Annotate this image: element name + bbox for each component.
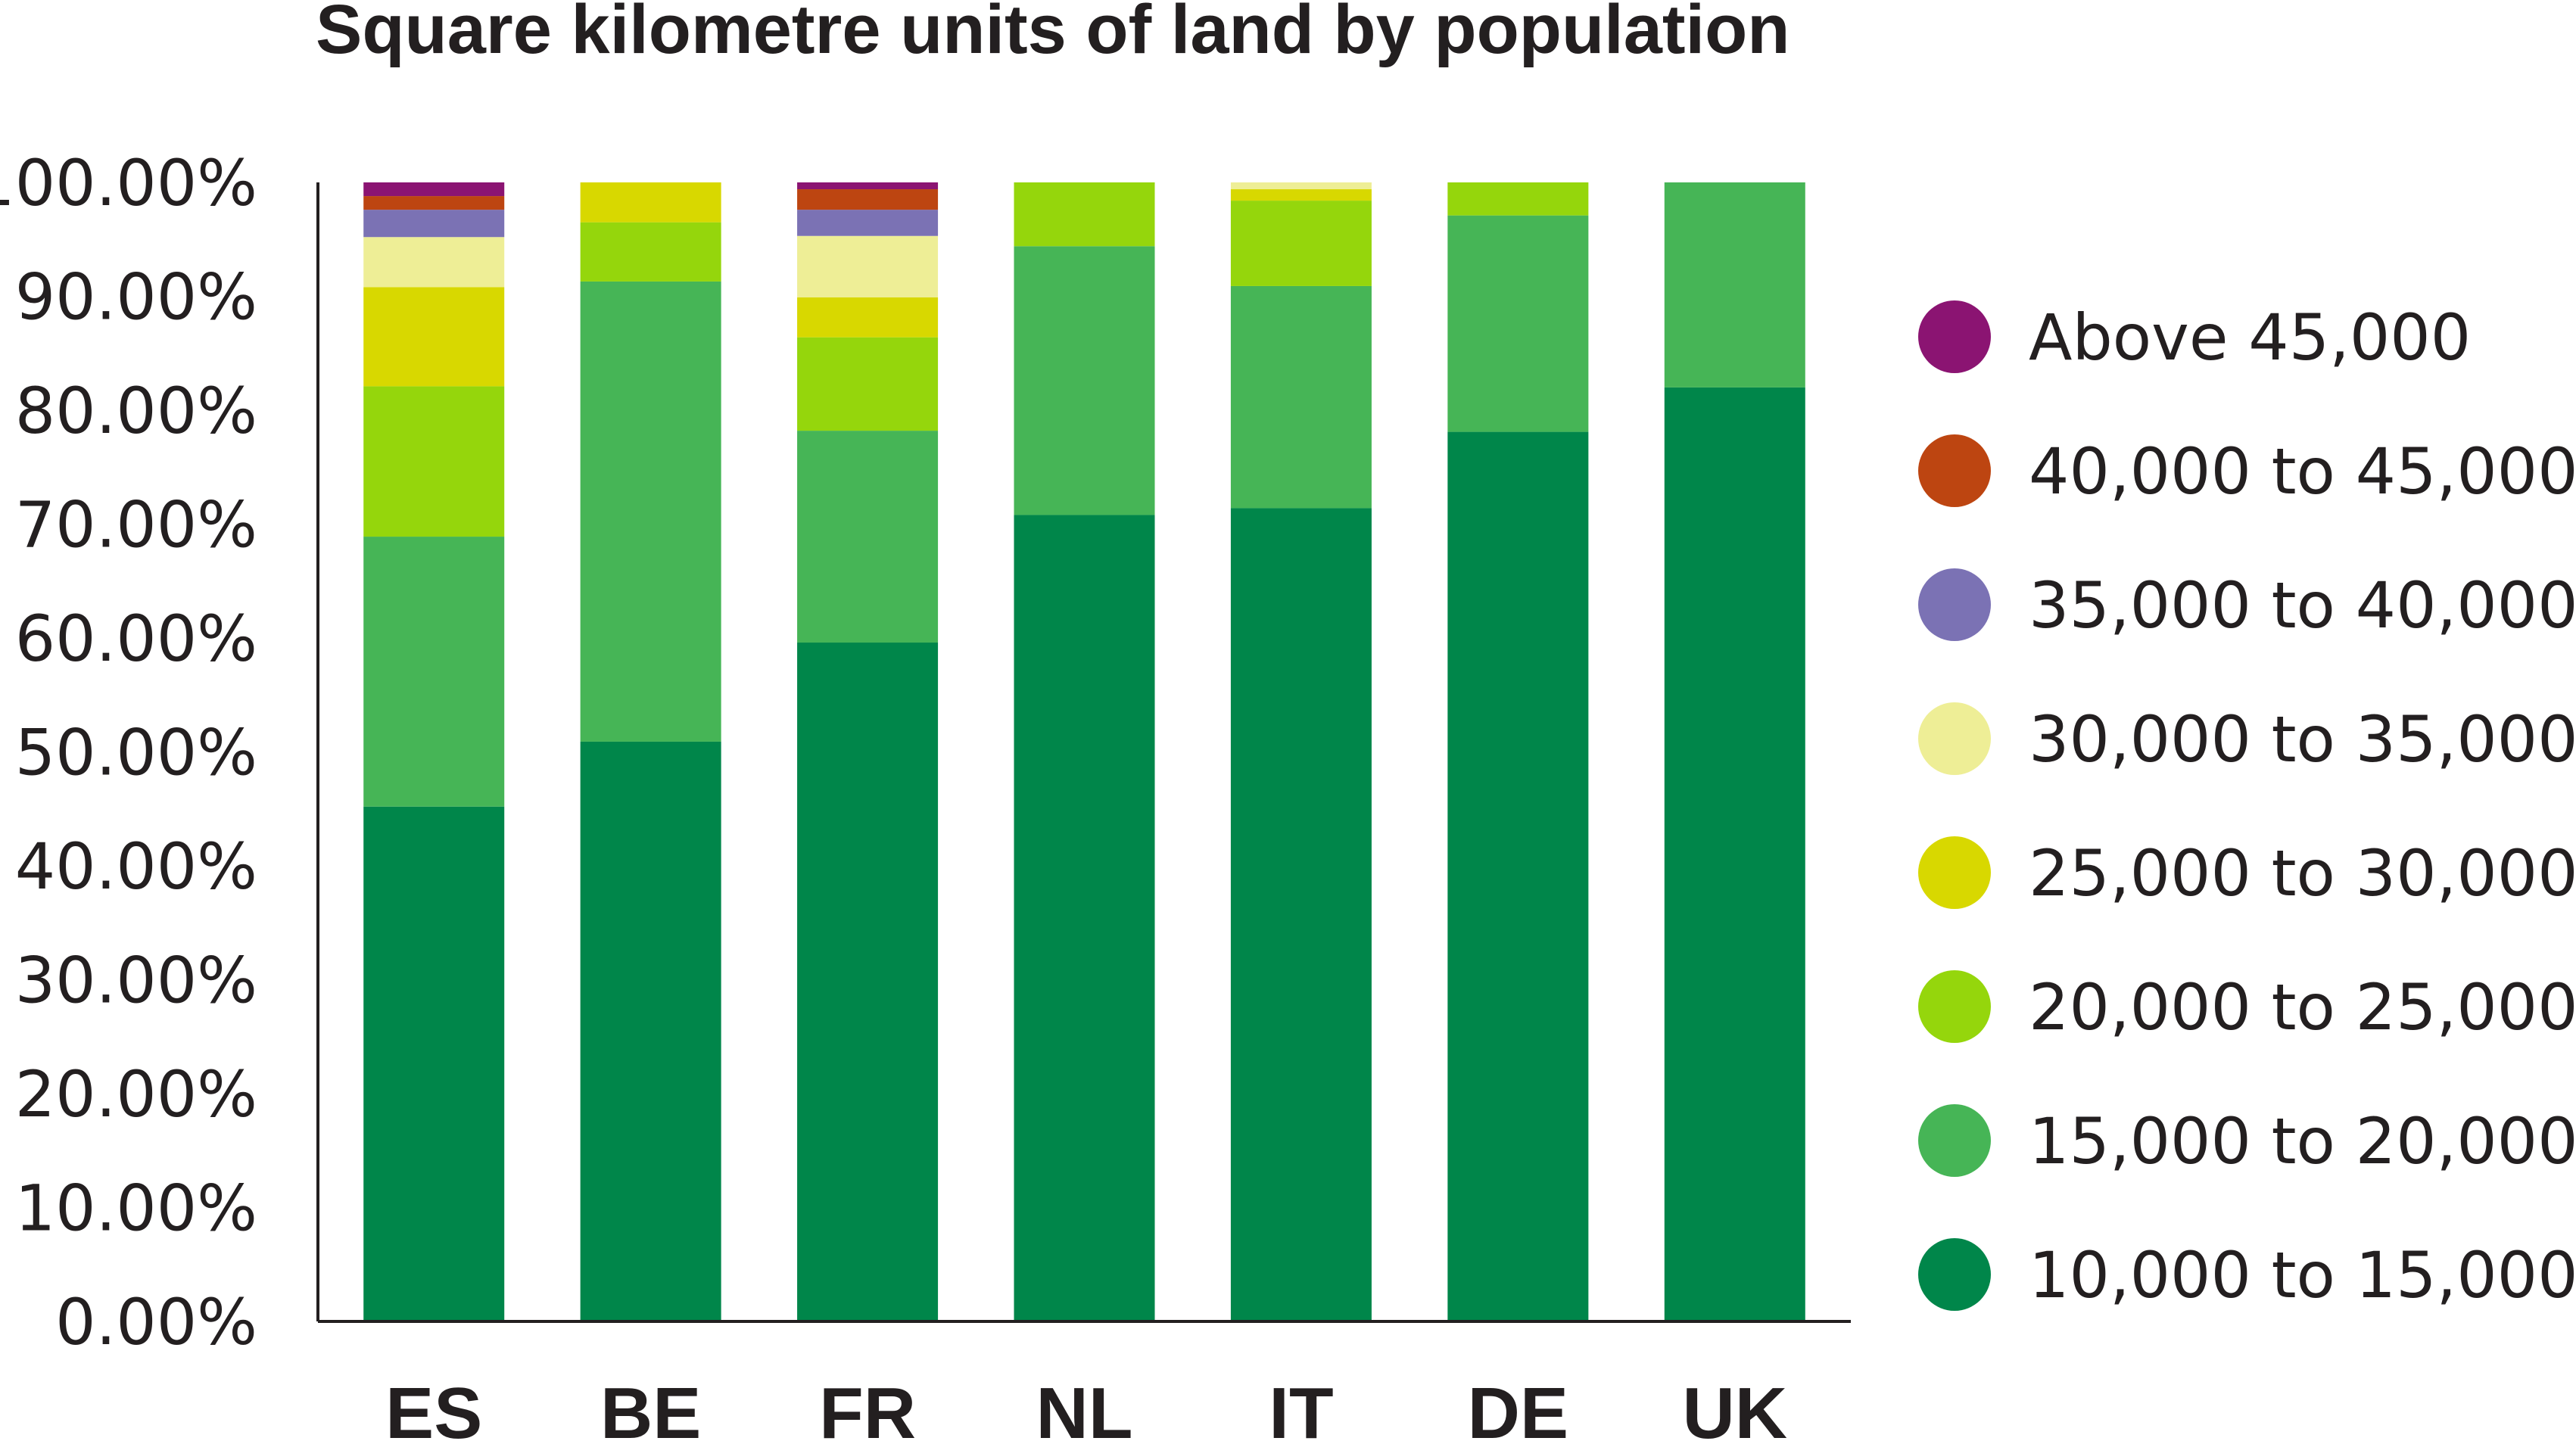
bar-segment-es-5 [363, 210, 505, 238]
bar-segment-nl-1 [1014, 246, 1155, 515]
legend-label: 40,000 to 45,000 [2029, 434, 2576, 509]
legend-label: 20,000 to 25,000 [2029, 970, 2576, 1044]
bar-segment-it-4 [1230, 182, 1372, 190]
bar-segment-es-4 [363, 237, 505, 288]
x-tick-label: UK [1682, 1373, 1787, 1441]
y-tick-label: 40.00% [15, 829, 257, 904]
bar-segment-fr-1 [797, 431, 939, 643]
bar-segment-uk-0 [1664, 387, 1805, 1321]
bar-segment-es-1 [363, 537, 505, 807]
x-tick-label: NL [1036, 1373, 1133, 1441]
bar-segment-es-0 [363, 806, 505, 1321]
y-tick-label: 0.00% [55, 1285, 257, 1359]
legend-label: 25,000 to 30,000 [2029, 836, 2576, 910]
bar-segment-de-2 [1447, 182, 1589, 216]
bars-group [363, 182, 1805, 1322]
legend-label: Above 45,000 [2029, 300, 2471, 375]
bar-segment-fr-6 [797, 189, 939, 210]
bar-segment-fr-3 [797, 297, 939, 338]
bar-segment-uk-1 [1664, 182, 1805, 387]
y-tick-label: 100.00% [0, 146, 257, 220]
bar-segment-it-1 [1230, 285, 1372, 509]
y-tick-label: 30.00% [15, 944, 257, 1018]
legend-swatch [1918, 836, 1991, 909]
legend-swatch [1918, 568, 1991, 641]
legend-swatch [1918, 300, 1991, 373]
legend-swatch [1918, 434, 1991, 507]
bar-segment-de-0 [1447, 431, 1589, 1321]
bar-segment-fr-7 [797, 182, 939, 190]
bar-segment-es-2 [363, 386, 505, 537]
bar-segment-de-1 [1447, 215, 1589, 432]
bar-segment-fr-5 [797, 210, 939, 236]
y-tick-label: 70.00% [15, 488, 257, 562]
y-axis-tick-labels: 0.00% 10.00% 20.00% 30.00% 40.00% 50.00% 60.00… [0, 146, 257, 1359]
bar-segment-it-0 [1230, 508, 1372, 1322]
legend-label: 30,000 to 35,000 [2029, 702, 2576, 777]
legend: Above 45,000 40,000 to 45,000 35,000 to 40… [1918, 300, 2576, 1312]
x-tick-label: IT [1269, 1373, 1333, 1441]
y-tick-label: 10.00% [15, 1172, 257, 1246]
bar-segment-be-0 [580, 741, 721, 1321]
bar-segment-fr-0 [797, 643, 939, 1321]
legend-label: 10,000 to 15,000 [2029, 1238, 2576, 1312]
chart-title: Square kilometre units of land by popula… [316, 0, 1790, 68]
bar-segment-fr-2 [797, 337, 939, 431]
legend-label: 35,000 to 40,000 [2029, 568, 2576, 643]
bar-segment-es-3 [363, 287, 505, 387]
x-tick-label: ES [385, 1373, 482, 1441]
bar-segment-it-2 [1230, 201, 1372, 286]
x-tick-label: DE [1468, 1373, 1568, 1441]
legend-swatch [1918, 970, 1991, 1043]
bar-segment-it-3 [1230, 189, 1372, 201]
x-tick-label: BE [600, 1373, 701, 1441]
bar-segment-es-7 [363, 182, 505, 197]
bar-segment-be-2 [580, 222, 721, 282]
bar-segment-be-3 [580, 182, 721, 223]
bar-segment-fr-4 [797, 235, 939, 298]
legend-swatch [1918, 1238, 1991, 1311]
y-tick-label: 80.00% [15, 374, 257, 448]
y-tick-label: 60.00% [15, 602, 257, 676]
x-axis-tick-labels: ES BE FR NL IT DE UK [385, 1373, 1787, 1441]
bar-segment-be-1 [580, 281, 721, 742]
bar-segment-es-6 [363, 196, 505, 210]
legend-swatch [1918, 702, 1991, 775]
bar-segment-nl-0 [1014, 515, 1155, 1322]
y-tick-label: 50.00% [15, 716, 257, 790]
bar-segment-nl-2 [1014, 182, 1155, 247]
legend-swatch [1918, 1104, 1991, 1177]
y-tick-label: 90.00% [15, 260, 257, 335]
x-tick-label: FR [819, 1373, 916, 1441]
y-tick-label: 20.00% [15, 1057, 257, 1131]
legend-label: 15,000 to 20,000 [2029, 1104, 2576, 1178]
